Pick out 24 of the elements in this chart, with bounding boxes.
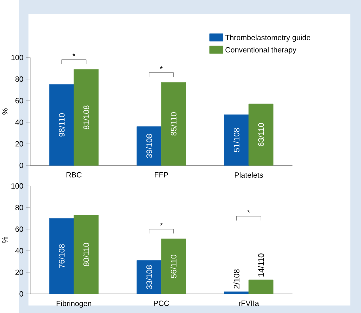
bar	[74, 214, 99, 294]
bar	[248, 104, 274, 166]
bar	[161, 238, 186, 294]
data-label: 76/108	[58, 244, 65, 268]
bar	[49, 218, 74, 294]
bar	[224, 292, 250, 294]
data-label: 51/108	[234, 128, 240, 152]
data-label: 39/108	[146, 134, 152, 158]
data-label: 98/110	[58, 113, 65, 137]
data-label: 56/110	[170, 254, 177, 278]
data-label: 2/108	[234, 269, 240, 289]
bar	[136, 260, 162, 294]
data-label: 81/108	[83, 106, 90, 130]
bar	[136, 126, 162, 166]
bar	[49, 84, 74, 166]
data-label: 14/110	[258, 254, 264, 277]
bar	[161, 82, 186, 166]
bar	[248, 280, 274, 294]
data-label: 33/108	[146, 265, 152, 290]
bar	[74, 69, 99, 166]
bar	[224, 114, 250, 166]
data-label: 63/110	[258, 123, 264, 146]
data-label: 85/110	[170, 112, 177, 136]
data-label: 80/110	[83, 242, 90, 266]
